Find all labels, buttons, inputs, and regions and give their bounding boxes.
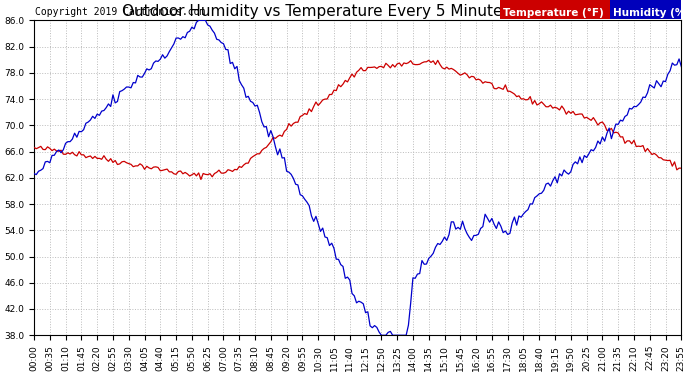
Text: Copyright 2019 Cartronics.com: Copyright 2019 Cartronics.com (34, 7, 205, 17)
Text: Humidity (%): Humidity (%) (613, 8, 690, 18)
FancyBboxPatch shape (500, 0, 610, 19)
Text: Temperature (°F): Temperature (°F) (503, 8, 604, 18)
FancyBboxPatch shape (610, 0, 681, 19)
Title: Outdoor Humidity vs Temperature Every 5 Minutes 20190723: Outdoor Humidity vs Temperature Every 5 … (122, 4, 593, 19)
